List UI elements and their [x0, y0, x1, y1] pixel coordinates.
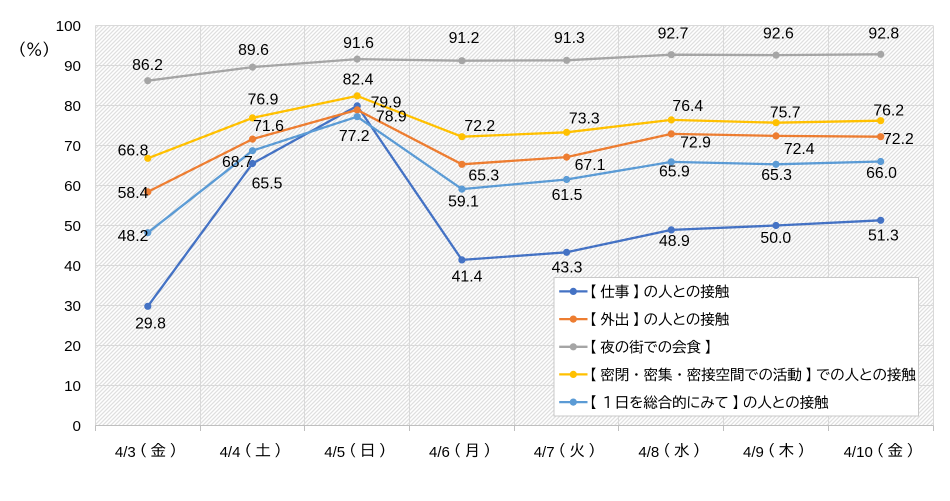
- svg-text:79.9: 79.9: [371, 95, 402, 112]
- svg-text:76.4: 76.4: [672, 98, 703, 115]
- svg-text:76.2: 76.2: [873, 103, 904, 120]
- svg-text:65.9: 65.9: [659, 163, 690, 180]
- svg-text:20: 20: [64, 338, 81, 355]
- svg-text:91.3: 91.3: [554, 30, 585, 47]
- svg-text:59.1: 59.1: [448, 193, 479, 210]
- svg-text:72.9: 72.9: [680, 135, 711, 152]
- svg-text:4/6: 4/6: [429, 444, 450, 461]
- svg-text:72.2: 72.2: [464, 118, 495, 135]
- svg-text:65.3: 65.3: [761, 167, 792, 184]
- svg-text:67.1: 67.1: [575, 157, 606, 174]
- svg-text:4/10: 4/10: [844, 444, 873, 461]
- svg-text:30: 30: [64, 298, 81, 315]
- svg-text:4/7: 4/7: [534, 444, 555, 461]
- svg-text:73.3: 73.3: [569, 111, 600, 128]
- svg-text:41.4: 41.4: [452, 268, 483, 285]
- svg-text:89.6: 89.6: [238, 42, 269, 59]
- svg-text:92.8: 92.8: [868, 26, 899, 43]
- svg-text:50.0: 50.0: [760, 230, 791, 247]
- svg-text:4/9: 4/9: [743, 444, 764, 461]
- svg-text:92.6: 92.6: [763, 26, 794, 43]
- svg-text:48.9: 48.9: [659, 233, 690, 250]
- svg-text:10: 10: [64, 378, 81, 395]
- svg-text:80: 80: [64, 98, 81, 115]
- svg-text:91.2: 91.2: [449, 30, 480, 47]
- svg-text:78.9: 78.9: [376, 109, 407, 126]
- svg-text:60: 60: [64, 178, 81, 195]
- svg-text:90: 90: [64, 58, 81, 75]
- svg-text:4/5: 4/5: [324, 444, 345, 461]
- svg-text:66.0: 66.0: [866, 165, 897, 182]
- svg-text:72.4: 72.4: [784, 141, 815, 158]
- svg-text:0: 0: [73, 418, 81, 435]
- svg-text:82.4: 82.4: [343, 72, 374, 89]
- svg-text:43.3: 43.3: [552, 259, 583, 276]
- svg-text:72.2: 72.2: [883, 131, 914, 148]
- svg-text:4/8: 4/8: [638, 444, 659, 461]
- svg-text:100: 100: [56, 18, 81, 35]
- svg-text:29.8: 29.8: [135, 315, 166, 332]
- svg-text:70: 70: [64, 138, 81, 155]
- svg-text:50: 50: [64, 218, 81, 235]
- svg-text:51.3: 51.3: [868, 228, 899, 245]
- svg-text:86.2: 86.2: [132, 57, 163, 74]
- svg-text:68.7: 68.7: [222, 154, 253, 171]
- svg-text:66.8: 66.8: [118, 142, 149, 159]
- svg-text:76.9: 76.9: [248, 92, 279, 109]
- svg-text:65.3: 65.3: [468, 168, 499, 185]
- svg-text:4/3: 4/3: [115, 444, 136, 461]
- svg-text:71.6: 71.6: [253, 118, 284, 135]
- svg-text:40: 40: [64, 258, 81, 275]
- svg-text:4/4: 4/4: [220, 444, 241, 461]
- svg-text:48.2: 48.2: [118, 228, 149, 245]
- svg-text:75.7: 75.7: [770, 104, 801, 121]
- svg-text:65.5: 65.5: [252, 175, 283, 192]
- svg-text:77.2: 77.2: [339, 128, 370, 145]
- svg-text:92.7: 92.7: [658, 26, 689, 43]
- svg-text:61.5: 61.5: [552, 187, 583, 204]
- svg-text:91.6: 91.6: [343, 35, 374, 52]
- svg-text:58.4: 58.4: [118, 185, 149, 202]
